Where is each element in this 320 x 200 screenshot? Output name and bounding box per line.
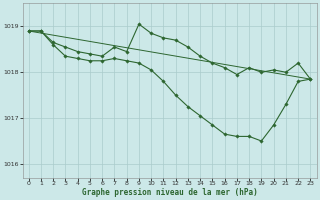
X-axis label: Graphe pression niveau de la mer (hPa): Graphe pression niveau de la mer (hPa): [82, 188, 257, 197]
